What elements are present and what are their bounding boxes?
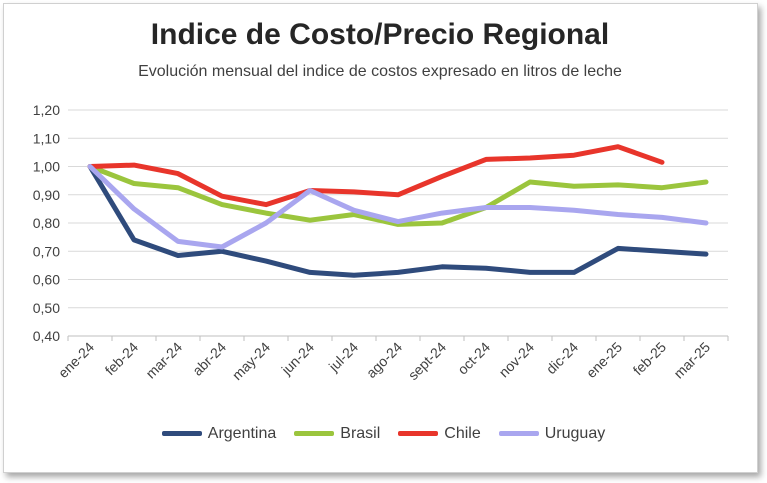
y-tick-label: 1,10 <box>33 130 60 146</box>
legend-label: Argentina <box>207 424 277 442</box>
x-tick-label: feb-24 <box>102 339 142 379</box>
x-tick-label: mar-24 <box>142 339 185 382</box>
series-line-uruguay <box>87 164 709 250</box>
x-tick-label: jul-24 <box>325 339 361 375</box>
legend-item-brasil: Brasil <box>294 425 380 443</box>
chart-subtitle: Evolución mensual del indice de costos e… <box>138 63 622 80</box>
legend-item-chile: Chile <box>398 424 481 443</box>
x-tick-label: sept-24 <box>405 339 449 383</box>
y-tick-label: 0,70 <box>33 243 60 259</box>
x-tick-label: mar-25 <box>670 339 713 382</box>
chart-title: Indice de Costo/Precio Regional <box>150 18 610 51</box>
x-tick-label: ene-25 <box>583 339 625 381</box>
legend-item-uruguay: Uruguay <box>498 424 606 443</box>
y-tick-label: 0,50 <box>33 300 60 316</box>
y-tick-label: 1,00 <box>33 159 60 175</box>
x-tick-label: dic-24 <box>543 339 581 377</box>
series-line-brasil <box>87 164 709 227</box>
chart-frame <box>3 3 758 473</box>
x-tick-label: may-24 <box>229 339 273 383</box>
x-tick-label: jun-24 <box>278 339 318 379</box>
x-tick-label: nov-24 <box>496 339 538 381</box>
y-tick-label: 0,90 <box>33 187 60 203</box>
y-tick-label: 0,40 <box>33 328 60 344</box>
legend-label: Chile <box>444 424 481 442</box>
series-line-chile <box>87 144 665 208</box>
legend-label: Brasil <box>340 424 381 442</box>
legend-label: Uruguay <box>544 424 606 442</box>
x-tick-label: ene-24 <box>55 339 97 381</box>
x-tick-label: oct-24 <box>454 339 493 378</box>
series-line-argentina <box>87 164 709 278</box>
y-tick-label: 0,60 <box>33 272 60 288</box>
x-tick-label: abr-24 <box>189 339 229 379</box>
legend-swatch <box>161 431 202 436</box>
legend-swatch <box>294 431 335 436</box>
y-tick-label: 1,20 <box>33 102 60 118</box>
y-tick-label: 0,80 <box>33 215 60 231</box>
chart-legend: Argentina Brasil Chile Uruguay <box>0 423 767 443</box>
x-tick-label: feb-25 <box>630 339 670 379</box>
legend-swatch <box>398 431 439 436</box>
legend-swatch <box>498 431 539 436</box>
legend-item-argentina: Argentina <box>161 424 277 443</box>
x-tick-label: ago-24 <box>363 339 405 381</box>
